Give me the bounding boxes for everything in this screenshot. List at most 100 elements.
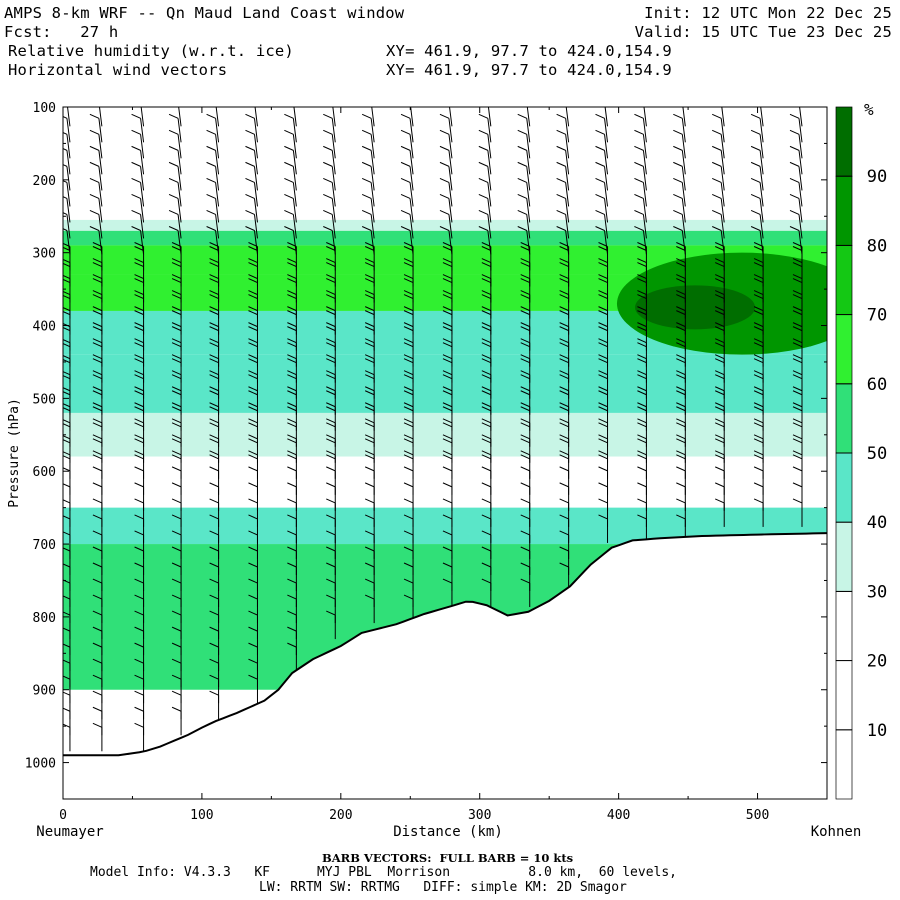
wind-barb <box>134 706 145 736</box>
wind-barb <box>439 145 453 175</box>
barb-legend: BARB VECTORS: FULL BARB = 10 kts <box>322 851 574 865</box>
wind-barb <box>517 193 531 223</box>
wind-barb <box>634 177 647 207</box>
wind-barb <box>168 145 182 175</box>
colorbar-label: 30 <box>867 582 887 602</box>
wind-barb <box>284 193 297 223</box>
terrain-line <box>63 532 828 757</box>
x-tick-label: 0 <box>59 808 67 823</box>
valid-time: Valid: 15 UTC Tue 23 Dec 25 <box>634 23 892 41</box>
wind-barb <box>760 107 764 127</box>
wind-barb <box>178 107 182 127</box>
wind-barb <box>750 113 764 143</box>
wind-barb <box>595 129 609 159</box>
wind-barb <box>712 177 725 207</box>
wind-barb <box>595 161 609 191</box>
wind-barb <box>449 107 453 127</box>
wind-barb <box>248 674 258 704</box>
wind-barb <box>789 193 803 223</box>
wind-barb <box>634 145 647 175</box>
wind-barb <box>284 177 297 207</box>
wind-barb <box>284 129 297 159</box>
wind-barb <box>400 177 414 207</box>
field2-xy: XY= 461.9, 97.7 to 424.0,154.9 <box>386 61 672 79</box>
wind-barb <box>439 210 453 239</box>
wind-barb <box>131 145 145 175</box>
colorbar-label: 80 <box>867 236 887 256</box>
wind-barb <box>92 722 103 752</box>
wind-barb <box>478 145 492 175</box>
wind-barb <box>323 145 336 175</box>
x-tick-label: 100 <box>190 808 213 823</box>
x-tick-label: 300 <box>468 808 491 823</box>
wind-barb <box>89 210 103 239</box>
wind-barb <box>63 723 71 752</box>
wind-barb <box>442 578 453 608</box>
colorbar-label: 20 <box>867 652 887 672</box>
wind-barb <box>673 210 686 239</box>
wind-barb <box>595 145 609 175</box>
wind-barb <box>284 113 297 143</box>
wind-barb <box>326 610 336 640</box>
wind-barb <box>215 107 220 127</box>
wind-barb <box>400 145 414 175</box>
x-axis-label: Distance (km) <box>393 824 503 840</box>
wind-barb <box>750 145 764 175</box>
wind-barb <box>89 113 103 143</box>
y-tick-label: 100 <box>33 101 56 116</box>
wind-barb <box>478 177 492 207</box>
wind-barb <box>245 210 258 239</box>
wind-barb <box>63 116 71 143</box>
wind-barb <box>634 161 647 191</box>
wind-barb <box>750 210 764 239</box>
wind-barb <box>245 129 258 159</box>
wind-barb <box>789 113 803 143</box>
wind-barb <box>400 210 414 239</box>
wind-barb <box>400 113 414 143</box>
colorbar-label: 90 <box>867 167 887 187</box>
wind-barb <box>634 193 647 223</box>
wind-barb <box>487 107 492 127</box>
colorbar-label: 40 <box>867 513 887 533</box>
wind-barb <box>478 129 492 159</box>
colorbar-unit: % <box>864 100 874 119</box>
wind-barb <box>134 722 145 752</box>
colorbar-label: 70 <box>867 306 887 326</box>
wind-barb <box>206 161 220 191</box>
colorbar-label: 10 <box>867 721 887 741</box>
wind-barb <box>556 129 570 159</box>
wind-barb <box>92 690 103 720</box>
wind-barb <box>89 129 103 159</box>
colorbar-segment <box>835 660 853 731</box>
wind-barb <box>67 107 71 127</box>
wind-barb <box>131 210 145 239</box>
wind-barb <box>98 107 103 127</box>
wind-barb <box>284 210 297 239</box>
wind-barb <box>799 107 803 127</box>
y-tick-label: 600 <box>33 465 56 480</box>
wind-barb <box>712 193 725 223</box>
wind-barb <box>63 691 71 720</box>
wind-barb <box>598 514 609 543</box>
wind-barb <box>323 193 336 223</box>
wind-barb <box>410 107 414 127</box>
wind-barb <box>789 161 803 191</box>
wind-barb <box>89 193 103 223</box>
colorbar-label: 60 <box>867 375 887 395</box>
wind-barb <box>439 177 453 207</box>
wind-barb <box>92 706 103 736</box>
wind-barb <box>556 161 570 191</box>
wind-barb <box>556 177 570 207</box>
wind-barb <box>361 113 375 143</box>
wind-barb <box>673 113 686 143</box>
wind-barb <box>131 129 145 159</box>
wind-barb <box>323 210 336 239</box>
wind-barb <box>673 145 686 175</box>
wind-barb <box>63 707 71 736</box>
wind-barb <box>284 161 297 191</box>
left-endpoint-label: Neumayer <box>36 824 103 840</box>
forecast-hour: Fcst: 27 h <box>4 23 119 41</box>
wind-barb <box>400 193 414 223</box>
wind-barb <box>517 161 531 191</box>
